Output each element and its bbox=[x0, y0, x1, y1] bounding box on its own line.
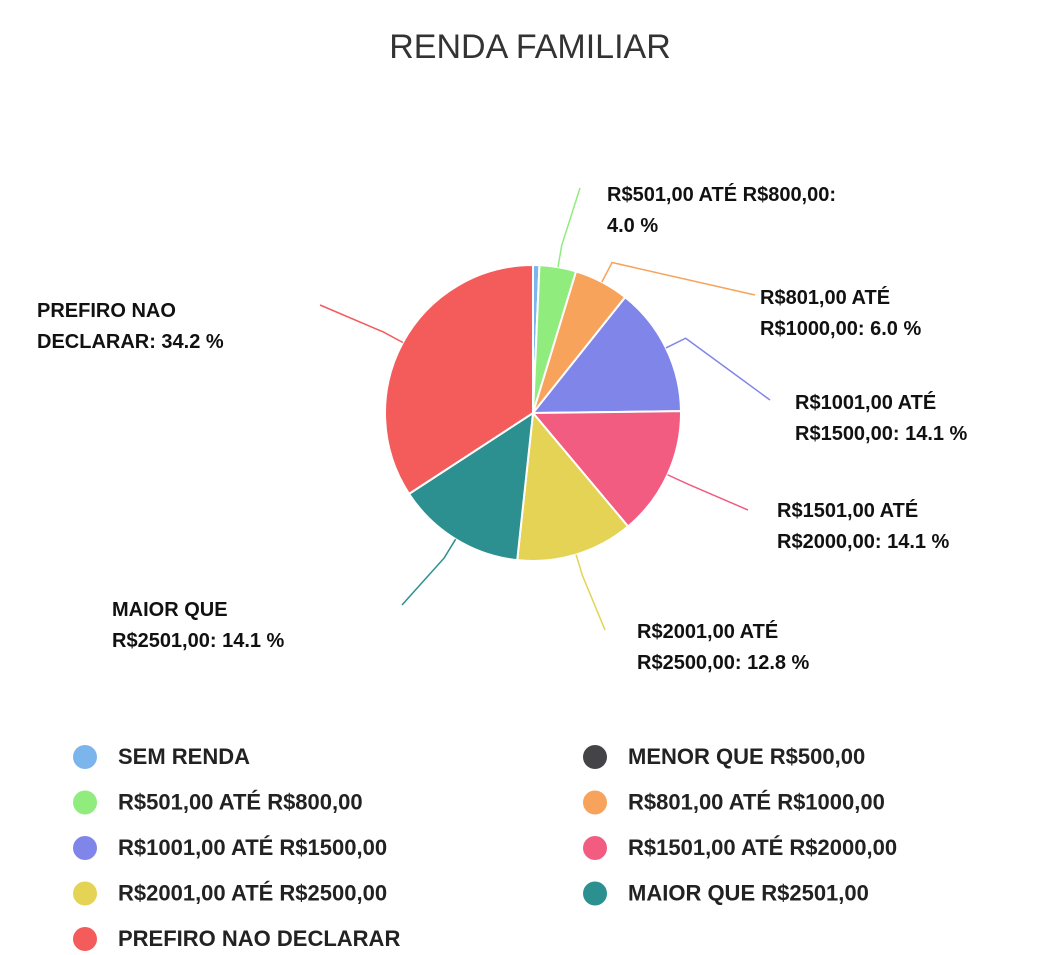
chart-title: RENDA FAMILIAR bbox=[389, 28, 671, 66]
label-connector bbox=[319, 304, 404, 344]
label-connector bbox=[557, 187, 581, 268]
legend-marker bbox=[583, 881, 607, 906]
legend-label: R$1501,00 ATÉ R$2000,00 bbox=[628, 835, 897, 860]
legend-label: MENOR QUE R$500,00 bbox=[628, 744, 865, 769]
data-label: PREFIRO NAO DECLARAR: 34.2 % bbox=[37, 300, 224, 353]
label-connector bbox=[401, 538, 457, 606]
label-connector bbox=[575, 554, 606, 631]
data-label: R$2001,00 ATÉ R$2500,00: 12.8 % bbox=[637, 621, 810, 674]
legend-marker bbox=[73, 836, 97, 860]
legend-marker bbox=[73, 881, 97, 906]
pie-slice bbox=[384, 263, 534, 496]
legend-marker bbox=[73, 790, 97, 815]
legend-marker bbox=[583, 836, 607, 860]
legend-marker bbox=[73, 927, 97, 951]
pie-slice bbox=[407, 411, 535, 562]
data-label: R$1001,00 ATÉ R$1500,00: 14.1 % bbox=[795, 392, 968, 445]
pie-slice bbox=[530, 295, 683, 415]
legend-label: R$501,00 ATÉ R$800,00 bbox=[118, 789, 363, 814]
legend-label: SEM RENDA bbox=[118, 744, 250, 769]
data-label: R$801,00 ATÉ R$1000,00: 6.0 % bbox=[760, 287, 922, 340]
legend-marker bbox=[583, 745, 607, 769]
label-connector bbox=[601, 261, 756, 296]
label-connector bbox=[667, 474, 749, 511]
data-label: R$501,00 ATÉ R$800,00: 4.0 % bbox=[607, 184, 837, 237]
data-label: MAIOR QUE R$2501,00: 14.1 % bbox=[112, 599, 285, 652]
label-connector bbox=[665, 337, 771, 401]
pie-slice bbox=[530, 410, 682, 528]
pie-slice bbox=[516, 410, 630, 562]
legend-label: MAIOR QUE R$2501,00 bbox=[628, 880, 869, 905]
legend-label: R$1001,00 ATÉ R$1500,00 bbox=[118, 835, 387, 860]
legend-marker bbox=[583, 790, 607, 815]
legend-label: R$2001,00 ATÉ R$2500,00 bbox=[118, 880, 387, 905]
data-label: R$1501,00 ATÉ R$2000,00: 14.1 % bbox=[777, 500, 950, 553]
legend-label: PREFIRO NAO DECLARAR bbox=[118, 926, 400, 951]
legend-marker bbox=[73, 745, 97, 769]
legend-label: R$801,00 ATÉ R$1000,00 bbox=[628, 789, 885, 814]
